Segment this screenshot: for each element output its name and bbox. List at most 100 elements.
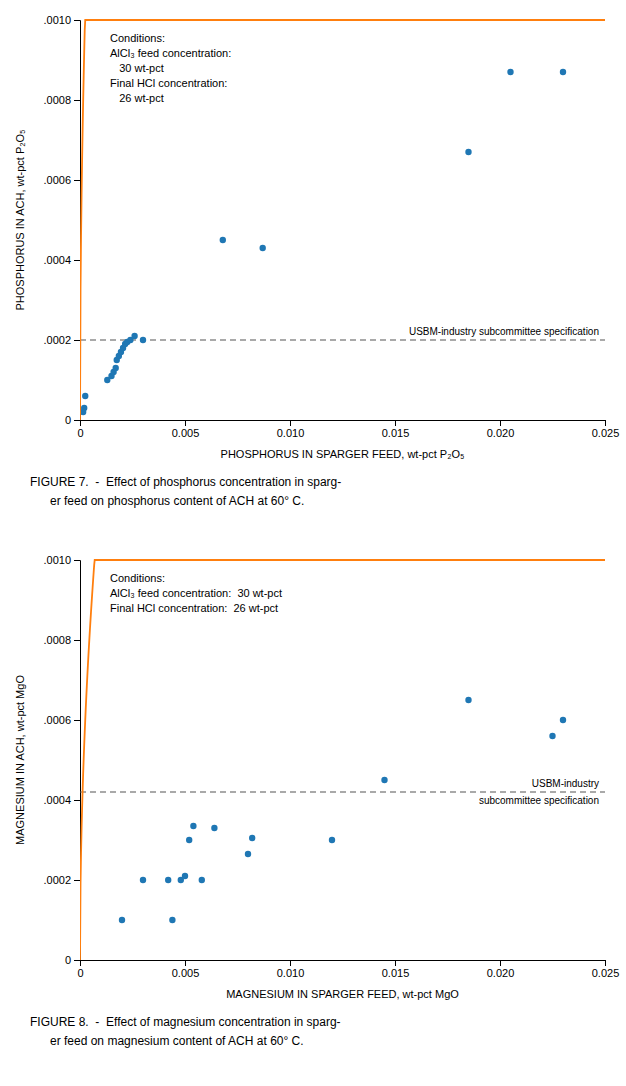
x-tick-mark: [395, 960, 396, 966]
x-tick-label: 0.025: [592, 967, 620, 979]
x-tick: 0.025: [592, 420, 620, 439]
y-tick-label: .0004: [43, 794, 71, 806]
x-tick: 0.015: [382, 960, 410, 979]
annotation: 30 wt-pct: [110, 62, 164, 74]
y-tick-label: .0006: [43, 714, 71, 726]
y-tick-label: 0: [65, 414, 71, 426]
chart-panel: 0 0.005 0.010 0.015 0.020 0.025 0 .0002 .0004 .00…: [14, 554, 619, 1048]
y-tick: .0008: [43, 94, 80, 106]
y-tick-mark: [74, 340, 80, 341]
x-tick: 0.010: [277, 420, 305, 439]
x-tick-mark: [290, 420, 291, 426]
scatter-point: [169, 917, 175, 923]
scatter-point: [186, 837, 192, 843]
x-tick-label: 0.005: [172, 967, 200, 979]
scatter-point: [165, 877, 171, 883]
x-tick-mark: [605, 420, 606, 426]
x-tick: 0.005: [172, 420, 200, 439]
y-tick-mark: [74, 960, 80, 961]
annotation: Conditions:: [110, 572, 165, 584]
scatter-point: [182, 873, 188, 879]
x-axis: 0 0.005 0.010 0.015 0.020 0.025: [77, 960, 619, 979]
x-tick-mark: [395, 420, 396, 426]
annotation: Final HCl concentration:: [110, 77, 227, 89]
caption: er feed on phosphorus content of ACH at …: [30, 494, 304, 508]
y-tick: 0: [65, 954, 80, 966]
scatter-point: [381, 777, 387, 783]
spec-label: subcommittee specification: [479, 795, 599, 806]
scatter-point: [220, 237, 226, 243]
fit-curve: [80, 560, 605, 960]
y-tick-label: .0002: [43, 874, 71, 886]
spec-label: USBM-industry subcommittee specification: [409, 326, 599, 337]
spec-line: [80, 339, 605, 340]
x-tick: 0: [77, 960, 83, 979]
y-tick-mark: [74, 260, 80, 261]
scatter-point: [560, 717, 566, 723]
scatter-point: [560, 69, 566, 75]
y-tick-mark: [74, 20, 80, 21]
y-tick-label: .0008: [43, 94, 71, 106]
scatter-point: [329, 837, 335, 843]
y-tick: .0004: [43, 254, 80, 266]
y-tick-mark: [74, 560, 80, 561]
x-tick-mark: [290, 960, 291, 966]
y-tick-mark: [74, 800, 80, 801]
caption: er feed on magnesium content of ACH at 6…: [30, 1034, 304, 1048]
x-axis-line: [81, 421, 606, 427]
scatter-point: [140, 337, 146, 343]
y-tick: .0002: [43, 334, 80, 346]
chart-svg: 0 0.005 0.010 0.015 0.020 0.025 0 .0002 .0004 .00…: [0, 0, 626, 1086]
y-tick-mark: [74, 420, 80, 421]
y-axis: 0.0002.0004.0006.0008.0010: [43, 14, 80, 426]
annotation: Conditions:: [110, 32, 165, 44]
scatter-point: [465, 697, 471, 703]
scatter-point: [113, 365, 119, 371]
x-axis: 0 0.005 0.010 0.015 0.020 0.025: [77, 420, 619, 439]
y-tick-label: 0: [65, 954, 71, 966]
y-tick: 0: [65, 414, 80, 426]
scatter-point: [211, 825, 217, 831]
scatter-point: [82, 393, 88, 399]
y-tick-mark: [74, 180, 80, 181]
x-tick-mark: [185, 420, 186, 426]
x-tick: 0: [77, 420, 83, 439]
x-tick: 0.020: [487, 960, 515, 979]
x-tick-label: 0.020: [487, 427, 515, 439]
scatter-point: [465, 149, 471, 155]
scatter-point: [249, 835, 255, 841]
x-axis-title: MAGNESIUM IN SPARGER FEED, wt-pct MgO: [226, 988, 459, 1000]
y-tick-mark: [74, 720, 80, 721]
y-tick-mark: [74, 880, 80, 881]
x-tick-mark: [500, 420, 501, 426]
x-tick-mark: [500, 960, 501, 966]
x-tick-label: 0: [77, 967, 83, 979]
y-axis-line: [74, 561, 81, 961]
y-tick-label: .0002: [43, 334, 71, 346]
caption: FIGURE 8. - Effect of magnesium concentr…: [30, 1015, 341, 1029]
x-tick-label: 0.015: [382, 427, 410, 439]
x-tick: 0.010: [277, 960, 305, 979]
x-tick-label: 0: [77, 427, 83, 439]
y-tick-mark: [74, 640, 80, 641]
y-tick: .0006: [43, 174, 80, 186]
x-tick: 0.005: [172, 960, 200, 979]
scatter-point: [549, 733, 555, 739]
y-tick-label: .0008: [43, 634, 71, 646]
chart-panel: 0 0.005 0.010 0.015 0.020 0.025 0 .0002 .0004 .00…: [14, 14, 619, 508]
x-tick: 0.020: [487, 420, 515, 439]
x-tick-mark: [185, 960, 186, 966]
y-tick-label: .0006: [43, 174, 71, 186]
y-tick-label: .0004: [43, 254, 71, 266]
x-tick-label: 0.005: [172, 427, 200, 439]
scatter-point: [81, 405, 87, 411]
scatter-point: [260, 245, 266, 251]
y-tick: .0004: [43, 794, 80, 806]
scatter-point: [140, 877, 146, 883]
x-tick-label: 0.010: [277, 967, 305, 979]
annotation: Final HCl concentration: 26 wt-pct: [110, 602, 278, 614]
x-axis-title: PHOSPHORUS IN SPARGER FEED, wt-pct P₂O₅: [221, 448, 465, 460]
y-tick-mark: [74, 100, 80, 101]
plot-area: [80, 560, 605, 960]
annotation: AlCl₃ feed concentration: 30 wt-pct: [110, 587, 282, 599]
